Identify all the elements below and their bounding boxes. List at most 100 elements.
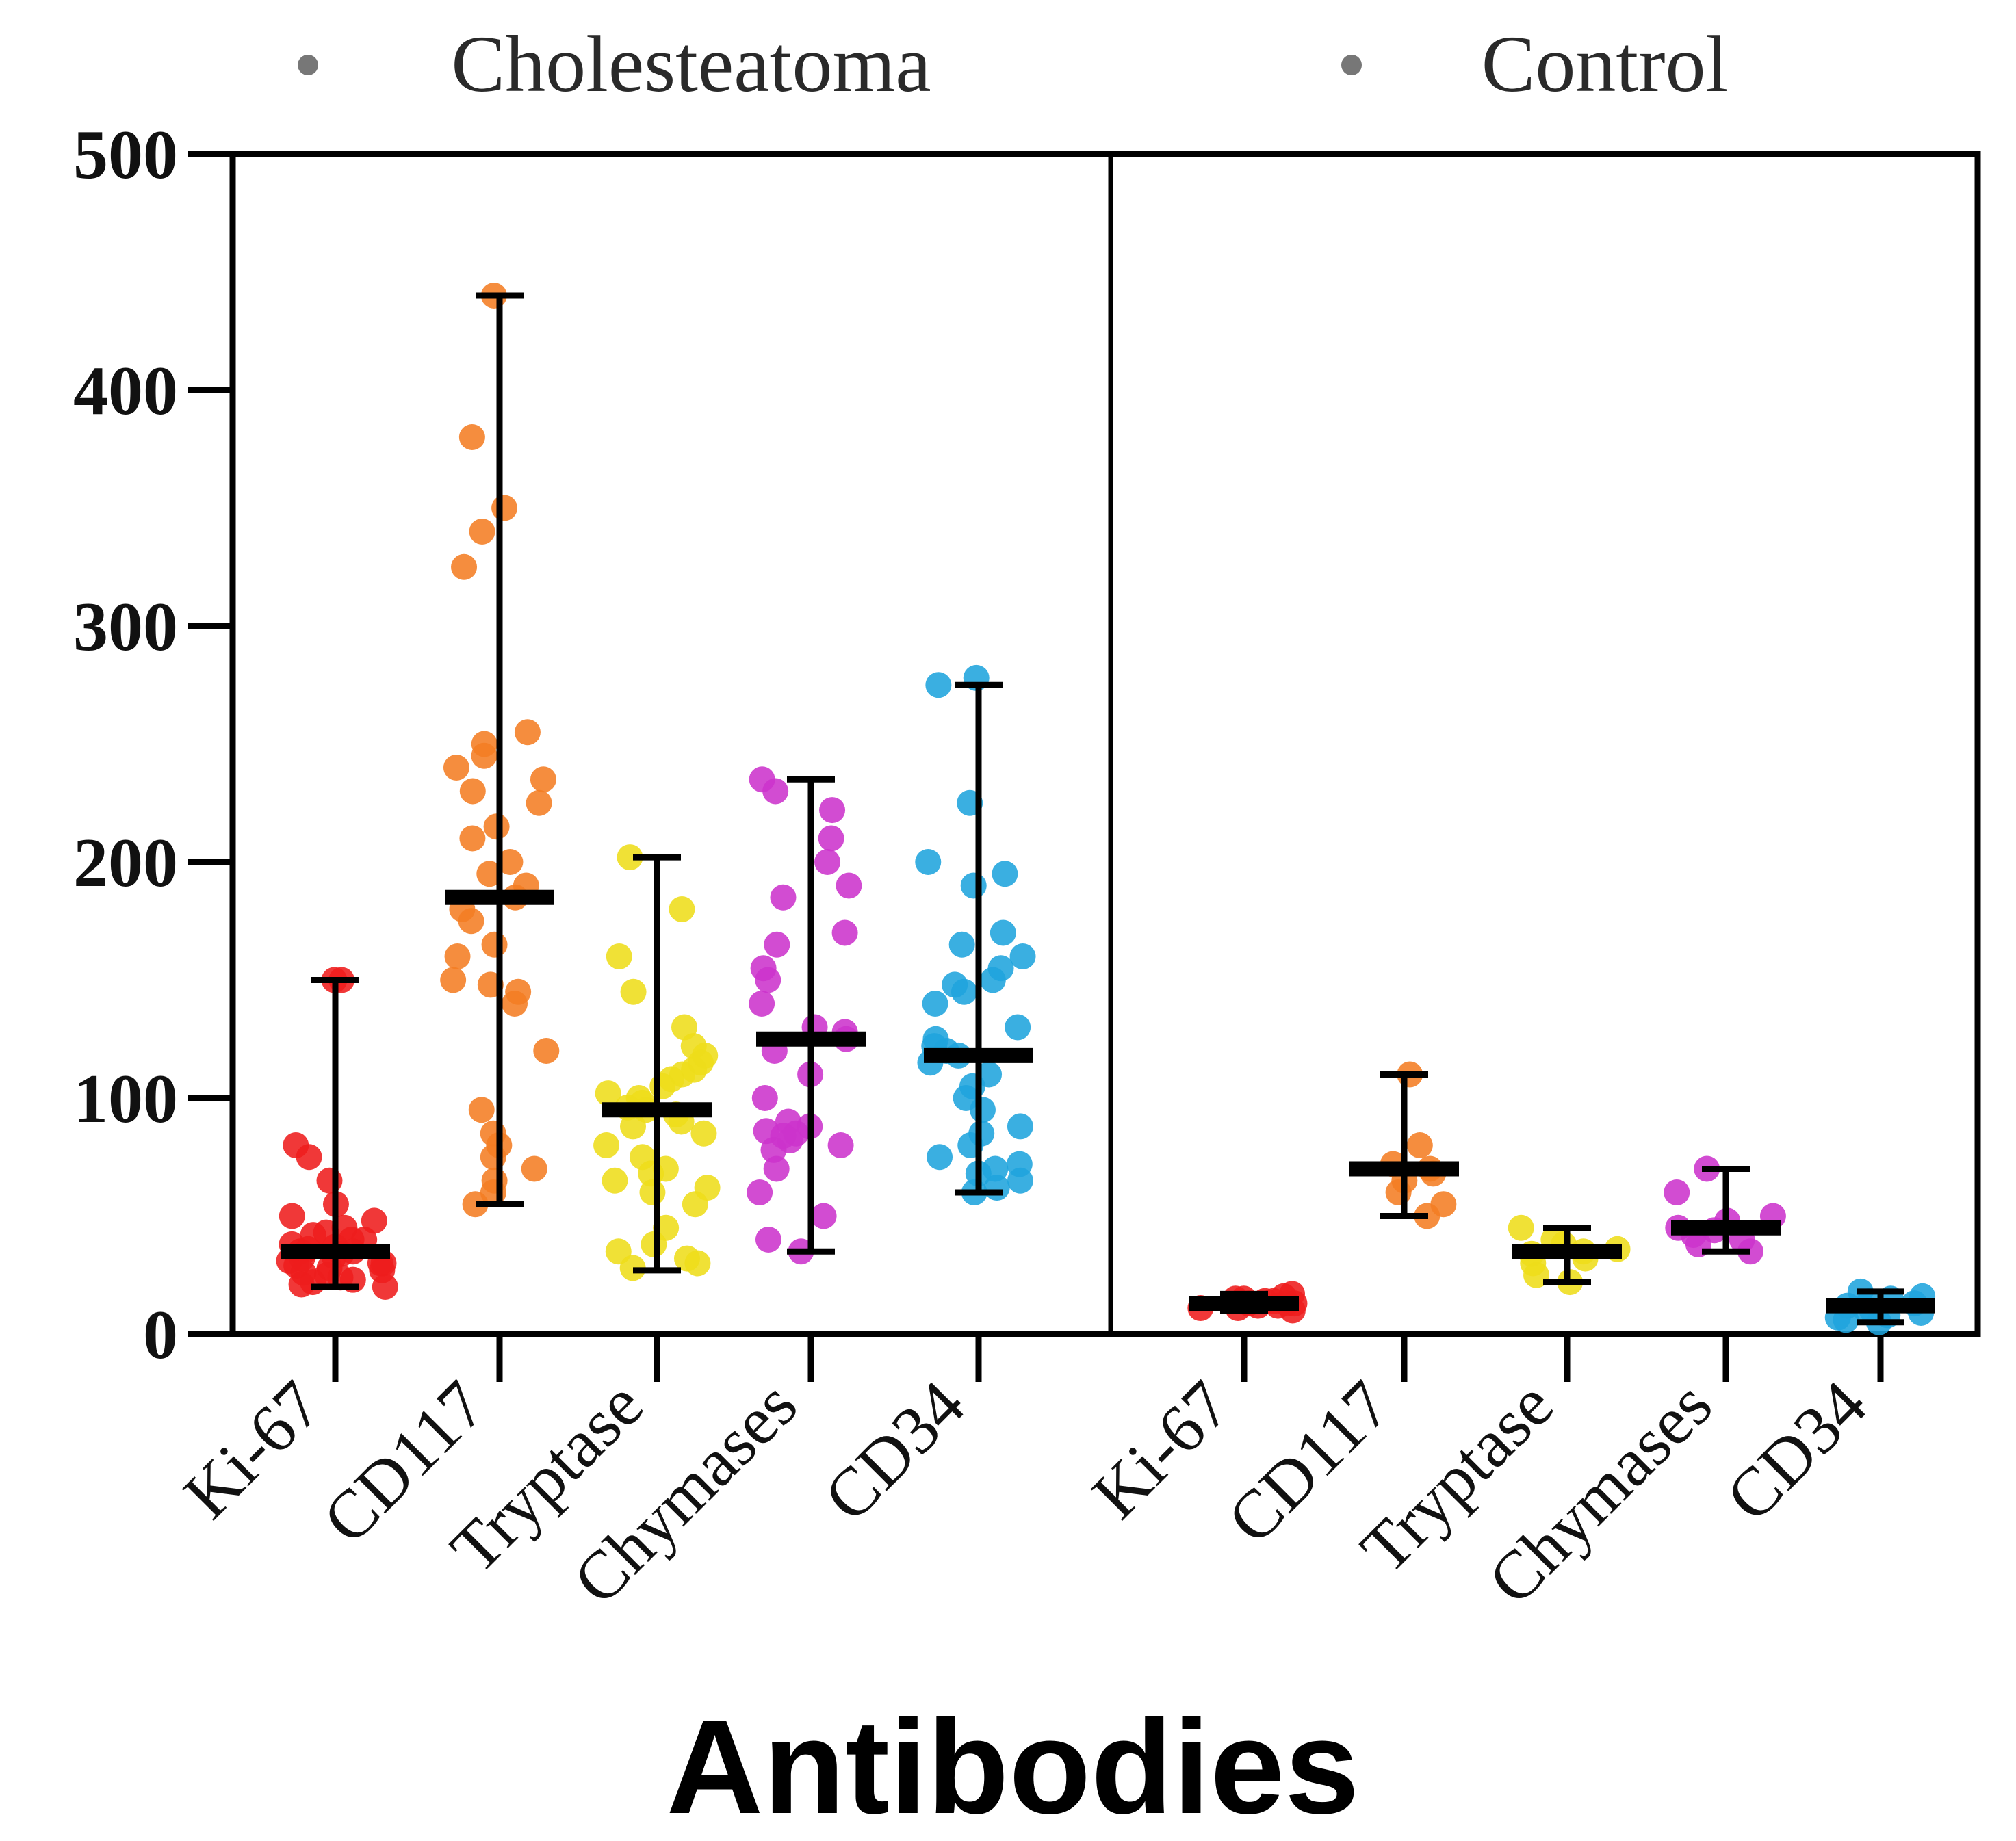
- legend-dot-icon: [1341, 55, 1362, 75]
- data-point: [502, 991, 528, 1017]
- plot-frame: [229, 151, 1981, 1337]
- y-tick-label: 200: [73, 824, 178, 902]
- data-point: [747, 1179, 773, 1205]
- data-point: [606, 943, 632, 969]
- data-point: [1007, 1113, 1033, 1140]
- data-point: [620, 978, 647, 1005]
- x-tick-label: Ki-67: [169, 1366, 335, 1532]
- plot-border: [229, 151, 1981, 1337]
- data-point: [1523, 1262, 1550, 1288]
- data-point: [755, 1227, 781, 1253]
- x-tick-label: CD34: [810, 1366, 979, 1535]
- error-bars: [281, 292, 1935, 1326]
- data-point: [458, 424, 485, 450]
- data-point: [533, 1038, 560, 1064]
- legend-dot-icon: [298, 55, 318, 75]
- data-point: [1737, 1238, 1763, 1265]
- data-point: [491, 495, 518, 521]
- data-point: [288, 1271, 315, 1298]
- data-point: [476, 861, 503, 887]
- legend-label-1: Control: [1482, 19, 1729, 109]
- data-point: [451, 553, 478, 580]
- data-point: [948, 931, 975, 958]
- data-point: [462, 1191, 489, 1218]
- y-axis: 0 100 200 300 400 500: [73, 116, 233, 1374]
- data-point: [649, 1073, 676, 1099]
- data-point: [1508, 1214, 1534, 1241]
- data-point: [762, 778, 789, 805]
- data-point: [827, 1132, 854, 1158]
- data-point: [458, 908, 484, 935]
- x-axis-title: Antibodies: [667, 1692, 1360, 1841]
- data-point: [922, 991, 948, 1017]
- data-point: [279, 1203, 305, 1229]
- y-tick-label: 500: [73, 116, 178, 194]
- legend-label-0: Cholesteatoma: [451, 19, 931, 109]
- data-point: [1406, 1132, 1433, 1158]
- data-point: [459, 825, 486, 852]
- data-point: [296, 1144, 322, 1171]
- data-point: [526, 789, 552, 816]
- data-point: [763, 1155, 790, 1182]
- data-point: [810, 1203, 837, 1229]
- data-point: [831, 919, 858, 946]
- data-point: [755, 967, 781, 993]
- data-point: [617, 844, 643, 871]
- data-point: [682, 1191, 708, 1218]
- data-point: [751, 1085, 778, 1111]
- data-point: [1664, 1179, 1690, 1205]
- data-point: [1005, 1014, 1031, 1041]
- data-point: [459, 778, 486, 805]
- legend: Cholesteatoma Control: [298, 19, 1728, 109]
- data-point: [521, 1155, 547, 1182]
- data-point: [1009, 943, 1036, 969]
- data-point: [814, 849, 841, 875]
- data-point: [372, 1274, 398, 1300]
- data-point: [979, 967, 1006, 993]
- data-point: [990, 919, 1016, 946]
- data-point: [915, 849, 942, 875]
- data-point: [602, 1167, 628, 1194]
- data-point: [927, 1144, 953, 1171]
- data-point: [468, 1097, 495, 1123]
- data-point: [992, 861, 1018, 887]
- data-points: [276, 283, 1936, 1335]
- data-point: [818, 825, 844, 852]
- data-point: [619, 1255, 646, 1281]
- data-point: [684, 1250, 711, 1277]
- data-point: [764, 931, 790, 958]
- data-point: [641, 1231, 667, 1257]
- data-point: [925, 672, 952, 698]
- data-point: [514, 719, 541, 746]
- data-point: [481, 931, 508, 958]
- data-point: [1007, 1167, 1033, 1194]
- y-tick-label: 400: [73, 352, 178, 430]
- data-point: [770, 884, 797, 911]
- data-point: [471, 742, 497, 769]
- data-point: [620, 1113, 647, 1140]
- data-point: [960, 872, 987, 899]
- data-point: [983, 1175, 1010, 1201]
- data-point: [530, 766, 556, 793]
- data-point: [497, 849, 524, 875]
- data-point: [669, 896, 695, 922]
- data-point: [690, 1120, 717, 1147]
- data-point: [819, 797, 846, 824]
- y-tick-label: 300: [73, 588, 178, 666]
- y-tick-label: 0: [143, 1296, 178, 1374]
- data-point: [1385, 1179, 1412, 1205]
- data-point: [951, 978, 977, 1005]
- data-point: [444, 943, 471, 969]
- data-point: [749, 991, 775, 1017]
- data-point: [443, 755, 469, 781]
- data-point: [969, 1097, 996, 1123]
- data-point: [440, 967, 467, 993]
- x-tick-label: CD34: [1711, 1366, 1881, 1535]
- data-point: [1833, 1307, 1859, 1333]
- data-point: [639, 1179, 666, 1205]
- data-point: [595, 1080, 621, 1107]
- data-point: [316, 1167, 343, 1194]
- data-point: [836, 872, 862, 899]
